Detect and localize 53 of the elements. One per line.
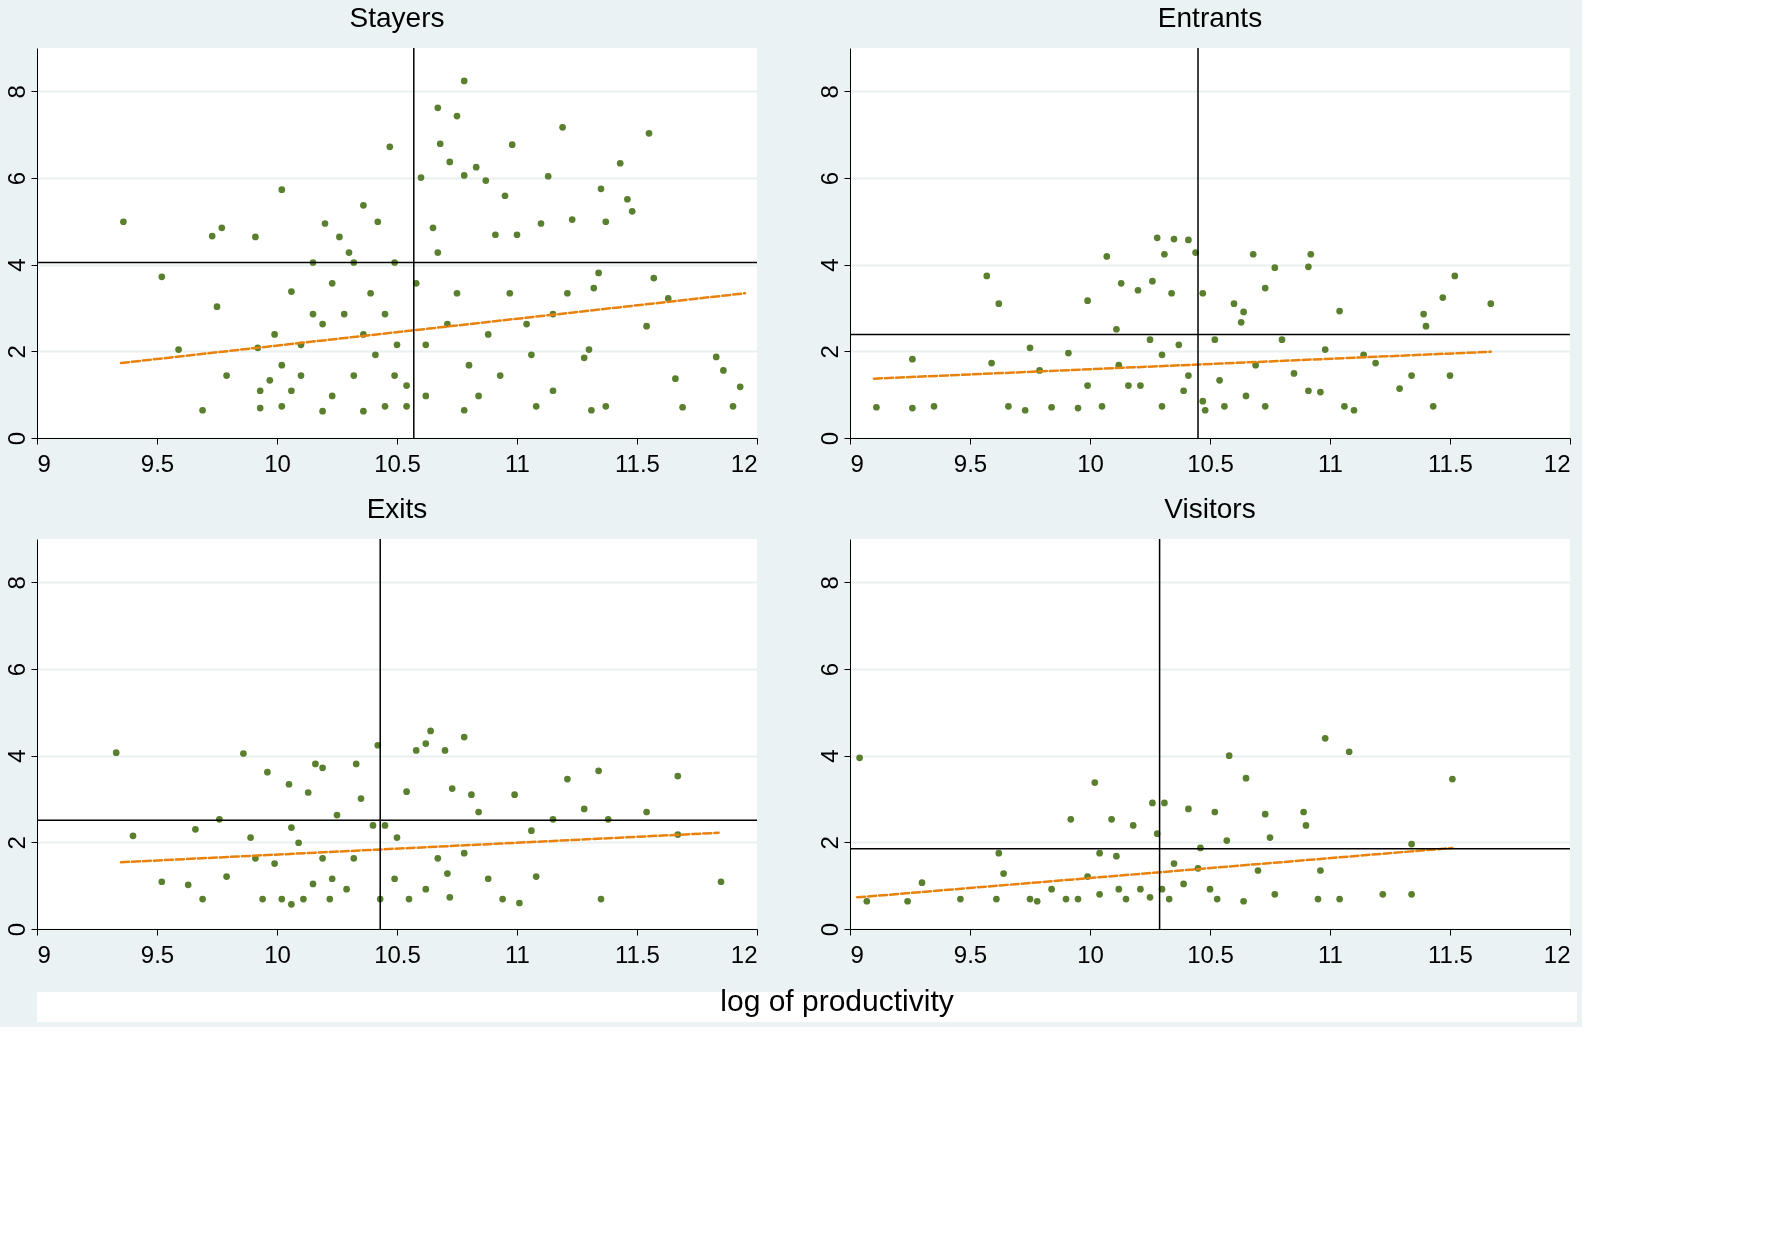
x-tick-label: 11 <box>505 449 530 477</box>
x-axis-title: log of productivity <box>720 984 954 1017</box>
x-tick-label: 10 <box>1077 940 1104 968</box>
x-tick-label: 9 <box>37 449 51 477</box>
x-tick-label: 12 <box>1543 940 1571 968</box>
x-tick-label: 9.5 <box>140 940 175 968</box>
y-tick-label: 0 <box>2 922 30 937</box>
x-tick-label: 11.5 <box>1428 449 1473 477</box>
x-tick-label: 11 <box>1318 449 1343 477</box>
y-tick-label: 6 <box>2 171 30 186</box>
y-tick-label: 8 <box>2 576 30 590</box>
x-tick-label: 11.5 <box>615 940 660 968</box>
x-tick-label: 9 <box>37 940 51 968</box>
y-tick-label: 2 <box>815 836 843 850</box>
y-tick-label: 4 <box>815 749 843 763</box>
y-tick-label: 6 <box>815 171 843 186</box>
x-tick-label: 10 <box>264 449 291 477</box>
y-tick-label: 8 <box>2 85 30 99</box>
y-tick-label: 4 <box>2 749 30 763</box>
y-tick-label: 4 <box>2 258 30 272</box>
x-tick-label: 10.5 <box>374 449 421 477</box>
y-tick-label: 8 <box>815 85 843 99</box>
y-tick-label: 2 <box>815 345 843 359</box>
x-tick-label: 12 <box>730 940 758 968</box>
y-tick-label: 2 <box>2 836 30 850</box>
x-tick-label: 10.5 <box>1187 940 1234 968</box>
y-tick-label: 0 <box>815 431 843 446</box>
y-tick-label: 4 <box>815 258 843 272</box>
chart-title: Visitors <box>1164 493 1256 525</box>
x-tick-label: 9.5 <box>953 449 988 477</box>
x-tick-label: 10 <box>1077 449 1104 477</box>
y-tick-label: 0 <box>815 922 843 937</box>
x-tick-label: 9 <box>850 449 864 477</box>
chart-title: Entrants <box>1157 2 1263 34</box>
chart-title: Stayers <box>349 2 445 34</box>
x-tick-label: 9.5 <box>140 449 175 477</box>
y-tick-label: 0 <box>2 431 30 446</box>
chart-title: Exits <box>366 493 428 525</box>
x-tick-label: 11.5 <box>1428 940 1473 968</box>
y-tick-label: 6 <box>815 662 843 677</box>
x-tick-label: 11.5 <box>615 449 660 477</box>
y-tick-label: 6 <box>2 662 30 677</box>
x-tick-label: 10.5 <box>374 940 421 968</box>
x-tick-label: 12 <box>730 449 758 477</box>
x-tick-label: 9.5 <box>953 940 988 968</box>
x-tick-label: 10 <box>264 940 291 968</box>
x-tick-label: 10.5 <box>1187 449 1234 477</box>
x-tick-label: 11 <box>505 940 530 968</box>
y-tick-label: 2 <box>2 345 30 359</box>
x-tick-label: 9 <box>850 940 864 968</box>
x-tick-label: 11 <box>1318 940 1343 968</box>
y-tick-label: 8 <box>815 576 843 590</box>
x-tick-label: 12 <box>1543 449 1571 477</box>
